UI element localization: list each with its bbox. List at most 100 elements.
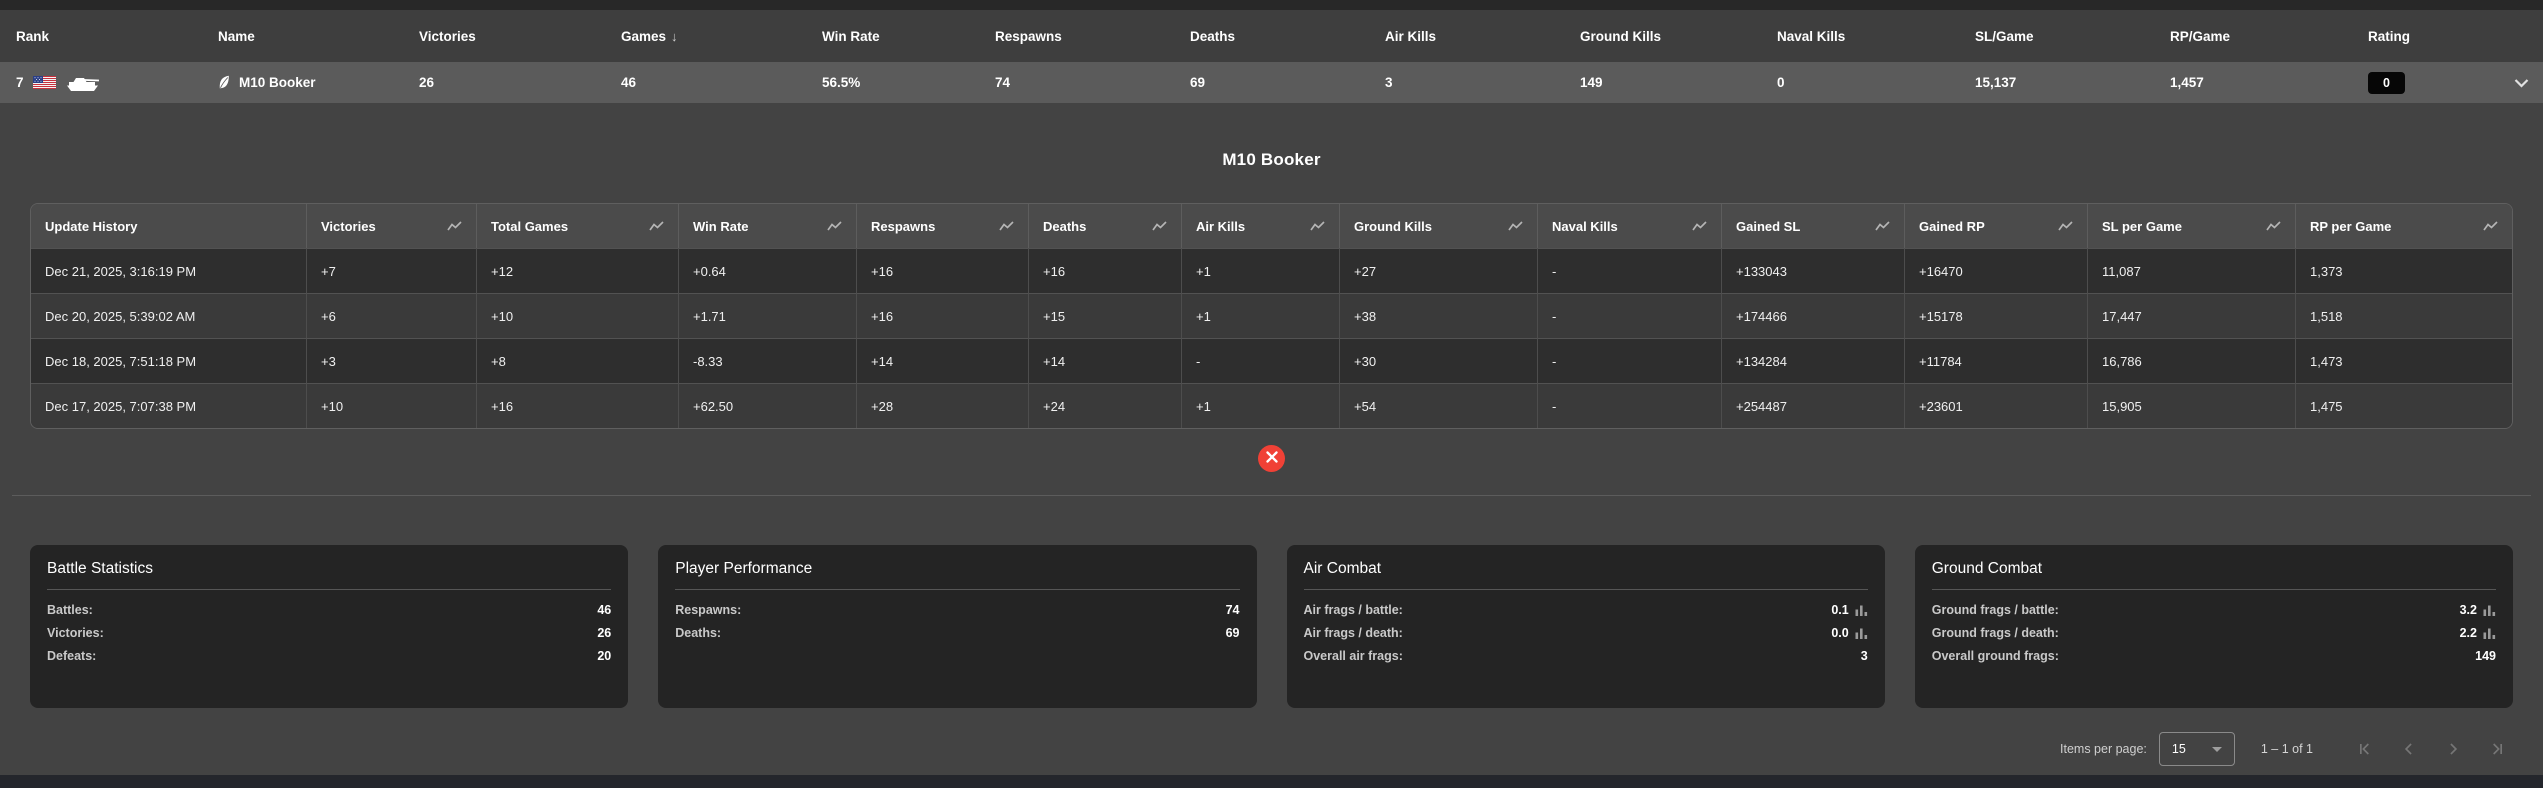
player-row[interactable]: 7	[0, 62, 2543, 103]
bar-chart-icon[interactable]	[2483, 605, 2496, 616]
detail-column-header-label: Naval Kills	[1552, 218, 1618, 234]
card-stat-value: 26	[597, 626, 611, 640]
detail-column-header-sl-per-game[interactable]: SL per Game	[2088, 204, 2296, 248]
bar-chart-icon[interactable]	[1855, 628, 1868, 639]
update-history-cell: +11784	[1905, 338, 2088, 383]
column-header-sl-game[interactable]: SL/Game	[1959, 29, 2154, 44]
detail-column-header-deaths[interactable]: Deaths	[1029, 204, 1182, 248]
trend-icon[interactable]	[999, 220, 1014, 232]
trend-icon[interactable]	[827, 220, 842, 232]
detail-title: M10 Booker	[1222, 150, 1321, 169]
last-page-icon	[2487, 739, 2507, 759]
column-header-respawns[interactable]: Respawns	[979, 29, 1174, 44]
trend-icon[interactable]	[1508, 220, 1523, 232]
win-rate-cell: 56.5%	[822, 75, 861, 90]
trend-icon[interactable]	[1310, 220, 1325, 232]
update-history-table: Update History Victories Total Games Win …	[30, 203, 2513, 429]
trend-icon[interactable]	[447, 220, 462, 232]
detail-column-header-label: Air Kills	[1196, 218, 1246, 234]
update-history-cell: Dec 20, 2025, 5:39:02 AM	[31, 293, 307, 338]
bar-chart-icon[interactable]	[1855, 605, 1868, 616]
first-page-button[interactable]	[2355, 739, 2375, 759]
column-header-label: Victories	[419, 28, 476, 44]
detail-column-header-update-history[interactable]: Update History	[31, 204, 307, 248]
top-strip	[0, 0, 2543, 10]
detail-column-header-label: Victories	[321, 218, 376, 234]
update-history-cell: +1	[1182, 248, 1340, 293]
card-stat-label: Overall air frags:	[1303, 649, 1403, 663]
update-history-cell: +15	[1029, 293, 1182, 338]
column-header-win-rate[interactable]: Win Rate	[806, 29, 979, 44]
trend-icon[interactable]	[1692, 220, 1707, 232]
card-stat-row: Defeats: 20	[47, 649, 611, 663]
update-history-cell: +16	[477, 383, 679, 428]
tank-icon	[65, 73, 101, 92]
column-header-label: Rank	[16, 28, 50, 44]
update-history-row[interactable]: Dec 20, 2025, 5:39:02 AM +6 +10 +1.71 +16 +15…	[31, 293, 2512, 338]
detail-column-header-win-rate[interactable]: Win Rate	[679, 204, 857, 248]
last-page-button[interactable]	[2487, 739, 2507, 759]
detail-column-header-total-games[interactable]: Total Games	[477, 204, 679, 248]
trend-icon[interactable]	[2483, 220, 2498, 232]
detail-column-header-gained-sl[interactable]: Gained SL	[1722, 204, 1905, 248]
update-history-cell: +3	[307, 338, 477, 383]
detail-column-header-ground-kills[interactable]: Ground Kills	[1340, 204, 1538, 248]
trend-icon[interactable]	[2058, 220, 2073, 232]
detail-column-header-gained-rp[interactable]: Gained RP	[1905, 204, 2088, 248]
update-history-cell: -	[1538, 383, 1722, 428]
column-header-name[interactable]: Name	[202, 29, 403, 44]
detail-column-header-label: Total Games	[491, 218, 569, 234]
card-stat-label: Battles:	[47, 603, 93, 617]
update-history-row[interactable]: Dec 21, 2025, 3:16:19 PM +7 +12 +0.64 +16 +16…	[31, 248, 2512, 293]
update-history-cell: 11,087	[2088, 248, 2296, 293]
column-header-ground-kills[interactable]: Ground Kills	[1564, 29, 1761, 44]
update-history-cell: -	[1538, 248, 1722, 293]
update-history-header-row: Update History Victories Total Games Win …	[31, 204, 2512, 248]
update-history-cell: 1,473	[2296, 338, 2512, 383]
update-history-cell: +1	[1182, 383, 1340, 428]
detail-column-header-air-kills[interactable]: Air Kills	[1182, 204, 1340, 248]
column-header-rating[interactable]: Rating	[2352, 29, 2543, 44]
update-history-cell: +1.71	[679, 293, 857, 338]
card-rows: Battles: 46 Victories: 26 Defeats: 20	[47, 603, 611, 663]
update-history-cell: 16,786	[2088, 338, 2296, 383]
update-history-cell: +10	[307, 383, 477, 428]
games-cell: 46	[621, 75, 637, 90]
close-button[interactable]	[1258, 445, 1285, 472]
trend-icon[interactable]	[1875, 220, 1890, 232]
card-stat-row: Overall air frags: 3	[1304, 649, 1868, 663]
trend-icon[interactable]	[1152, 220, 1167, 232]
update-history-cell: +0.64	[679, 248, 857, 293]
column-header-deaths[interactable]: Deaths	[1174, 29, 1369, 44]
bar-chart-icon[interactable]	[2483, 628, 2496, 639]
update-history-cell: -	[1538, 338, 1722, 383]
column-header-air-kills[interactable]: Air Kills	[1369, 29, 1564, 44]
detail-column-header-rp-per-game[interactable]: RP per Game	[2296, 204, 2512, 248]
previous-page-button[interactable]	[2399, 739, 2419, 759]
update-history-cell: +27	[1340, 248, 1538, 293]
trend-icon[interactable]	[649, 220, 664, 232]
detail-column-header-label: Deaths	[1043, 218, 1087, 234]
chevron-down-icon[interactable]	[2514, 78, 2529, 87]
detail-column-header-naval-kills[interactable]: Naval Kills	[1538, 204, 1722, 248]
column-header-naval-kills[interactable]: Naval Kills	[1761, 29, 1959, 44]
items-per-page-select[interactable]: 15	[2158, 732, 2235, 766]
update-history-cell: +38	[1340, 293, 1538, 338]
column-header-label: Air Kills	[1385, 28, 1437, 44]
update-history-row[interactable]: Dec 17, 2025, 7:07:38 PM +10 +16 +62.50 +28 +…	[31, 383, 2512, 428]
detail-column-header-respawns[interactable]: Respawns	[857, 204, 1029, 248]
card-rows: Ground frags / battle: 3.2 Ground frags /…	[1932, 603, 2496, 663]
next-page-button[interactable]	[2443, 739, 2463, 759]
card-stat-label: Defeats:	[47, 649, 97, 663]
rank-cell: 7	[0, 73, 202, 92]
update-history-cell: 1,475	[2296, 383, 2512, 428]
card-stat-value: 74	[1226, 603, 1240, 617]
column-header-rank[interactable]: Rank	[0, 29, 202, 44]
column-header-victories[interactable]: Victories	[403, 29, 605, 44]
detail-column-header-victories[interactable]: Victories	[307, 204, 477, 248]
update-history-row[interactable]: Dec 18, 2025, 7:51:18 PM +3 +8 -8.33 +14 +14-…	[31, 338, 2512, 383]
column-header-games[interactable]: Games ↓	[605, 29, 806, 44]
trend-icon[interactable]	[2266, 220, 2281, 232]
respawns-cell: 74	[995, 75, 1011, 90]
column-header-rp-game[interactable]: RP/Game	[2154, 29, 2352, 44]
